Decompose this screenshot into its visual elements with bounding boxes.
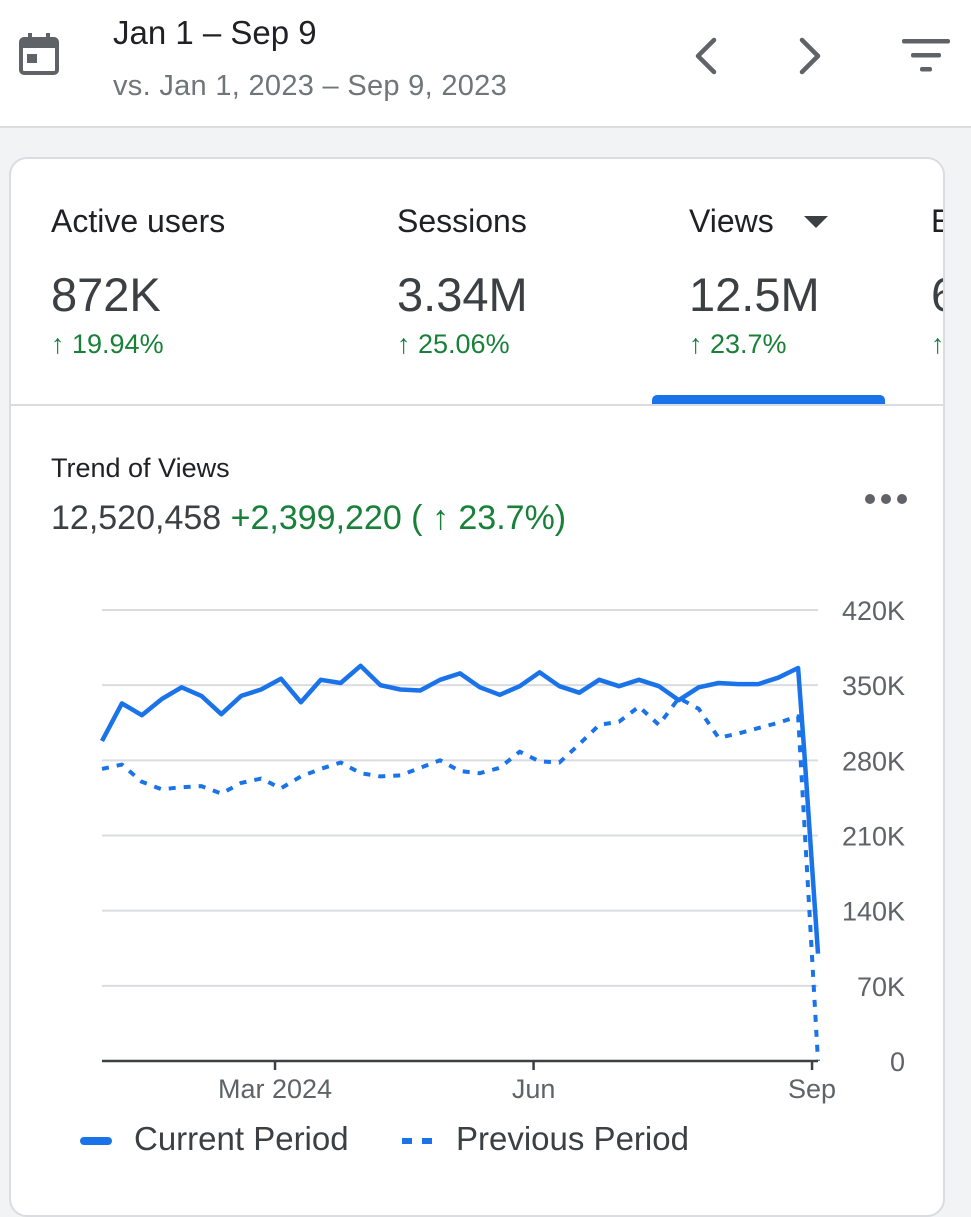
metric-value: 3.34M xyxy=(397,268,528,321)
metric-value: 6 xyxy=(931,267,943,322)
metric-label: Active users xyxy=(51,203,226,239)
metric-change: ↑ 19.94% xyxy=(51,329,164,359)
metric-label: E xyxy=(931,203,943,240)
legend-label: Current Period xyxy=(134,1120,349,1157)
trend-total: 12,520,458 xyxy=(51,499,222,537)
selected-tab-indicator xyxy=(652,395,885,404)
filter-icon[interactable] xyxy=(898,36,954,76)
trend-delta: +2,399,220 ( ↑ 23.7%) xyxy=(230,499,567,537)
metric-value: 12.5M xyxy=(689,268,820,321)
metric-label: Sessions xyxy=(397,203,527,239)
legend-dashed-line-icon xyxy=(402,1138,432,1144)
legend-solid-line-icon xyxy=(80,1137,112,1145)
date-range-title[interactable]: Jan 1 – Sep 9 xyxy=(113,14,317,51)
chevron-left-icon[interactable] xyxy=(686,34,726,78)
metric-label: Views xyxy=(689,203,774,239)
trend-title: Trend of Views xyxy=(51,453,230,483)
divider xyxy=(11,404,943,406)
trend-summary: 12,520,458 +2,399,220 ( ↑ 23.7%) xyxy=(51,499,566,538)
caret-down-icon[interactable] xyxy=(803,215,829,229)
legend-label: Previous Period xyxy=(456,1120,689,1157)
comparison-range: vs. Jan 1, 2023 – Sep 9, 2023 xyxy=(113,70,508,102)
chevron-right-icon[interactable] xyxy=(790,34,830,78)
date-range-header: Jan 1 – Sep 9 vs. Jan 1, 2023 – Sep 9, 2… xyxy=(0,0,971,128)
views-report-card: Active users 872K ↑ 19.94% Sessions 3.34… xyxy=(9,157,945,1217)
metric-change: ↑ 25.06% xyxy=(397,329,510,359)
metric-value: 872K xyxy=(51,268,161,321)
metric-change: ↑ 23.7% xyxy=(689,329,787,359)
more-options-icon[interactable] xyxy=(863,491,909,507)
calendar-icon[interactable] xyxy=(18,32,60,76)
metric-change: ↑ xyxy=(931,329,945,359)
